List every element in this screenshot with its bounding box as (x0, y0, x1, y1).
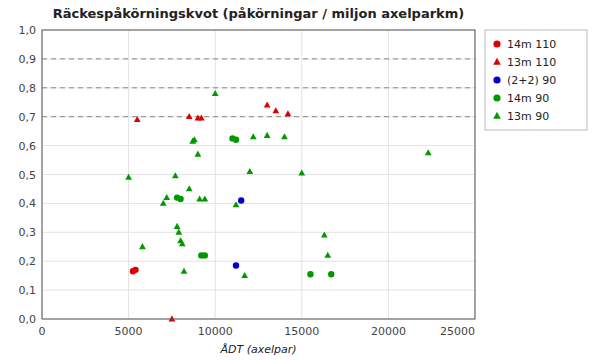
point (195, 151, 202, 157)
point (246, 168, 253, 174)
grid-line-y (42, 232, 475, 233)
point (281, 133, 288, 139)
point (328, 271, 334, 277)
point (264, 101, 271, 107)
grid-line-x (215, 30, 216, 319)
point (233, 201, 240, 207)
x-tick-label: 15000 (284, 325, 319, 338)
grid-line-y (42, 290, 475, 291)
point (134, 116, 141, 122)
point (264, 132, 271, 138)
y-tick-label: 0,7 (19, 111, 37, 124)
legend-swatch (493, 40, 500, 47)
point (324, 252, 331, 258)
series (134, 101, 291, 321)
series (174, 135, 335, 277)
legend-swatch (493, 112, 501, 119)
legend-label: 13m 110 (507, 56, 556, 69)
point (163, 194, 170, 200)
plot-frame (42, 30, 475, 319)
y-tick-label: 0,5 (19, 169, 37, 182)
legend-label: 14m 90 (507, 92, 549, 105)
legend-label: (2+2) 90 (507, 74, 556, 87)
point (321, 232, 328, 238)
reference-line (42, 58, 475, 59)
point (198, 114, 205, 120)
legend-swatch (493, 58, 501, 65)
point (425, 149, 432, 155)
point (298, 169, 305, 175)
plot-area (42, 59, 475, 322)
y-tick-label: 0,6 (19, 140, 37, 153)
point (212, 90, 219, 96)
y-tick-label: 0,1 (19, 284, 37, 297)
point (233, 262, 239, 268)
series (125, 90, 431, 278)
grid-line-y (42, 145, 475, 146)
y-tick-label: 0,3 (19, 226, 37, 239)
reference-line (42, 116, 475, 117)
point (202, 252, 208, 258)
point (186, 113, 193, 119)
grid-line-y (42, 87, 475, 88)
point (175, 229, 182, 235)
point (169, 315, 176, 321)
point (174, 223, 181, 229)
series (233, 197, 245, 268)
grid-line-y (42, 174, 475, 175)
grid (42, 30, 475, 319)
point (125, 174, 132, 180)
legend-swatch (493, 76, 500, 83)
point (241, 272, 248, 278)
point (233, 137, 239, 143)
x-tick-label: 25000 (440, 325, 475, 338)
point (132, 267, 138, 273)
point (201, 195, 208, 201)
legend: 14m 110 13m 110 (2+2) 90 14m 90 13m 90 (485, 30, 587, 130)
point (160, 200, 167, 206)
point (172, 172, 179, 178)
point (181, 268, 188, 274)
x-tick-label: 20000 (371, 325, 406, 338)
y-tick-label: 0,8 (19, 82, 37, 95)
x-axis-label: ÅDT (axelpar) (219, 343, 296, 356)
point (307, 271, 313, 277)
grid-line-y (42, 58, 475, 59)
point (139, 243, 146, 249)
point (191, 136, 198, 142)
y-tick-label: 0,2 (19, 255, 37, 268)
legend-swatch (493, 94, 500, 101)
x-tick-label: 0 (39, 325, 46, 338)
y-tick-label: 0,9 (19, 53, 37, 66)
point (238, 197, 244, 203)
grid-line-y (42, 261, 475, 262)
x-tick-label: 5000 (115, 325, 143, 338)
legend-frame (485, 30, 587, 130)
reference-line (42, 87, 475, 88)
grid-line-y (42, 203, 475, 204)
point (250, 133, 257, 139)
point (285, 110, 292, 116)
y-tick-label: 1,0 (19, 24, 37, 37)
title: Räckespåkörningskvot (påkörningar / milj… (53, 6, 464, 21)
grid-line-x (388, 30, 389, 319)
grid-line-y (42, 116, 475, 117)
x-tick-label: 10000 (198, 325, 233, 338)
legend-label: 14m 110 (507, 38, 556, 51)
series (130, 267, 139, 275)
point (179, 240, 186, 246)
y-tick-label: 0,0 (19, 313, 37, 326)
legend-label: 13m 90 (507, 110, 549, 123)
chart: Räckespåkörningskvot (påkörningar / milj… (0, 0, 593, 361)
y-tick-label: 0,4 (19, 197, 37, 210)
point (272, 107, 279, 113)
point (177, 196, 183, 202)
point (186, 185, 193, 191)
